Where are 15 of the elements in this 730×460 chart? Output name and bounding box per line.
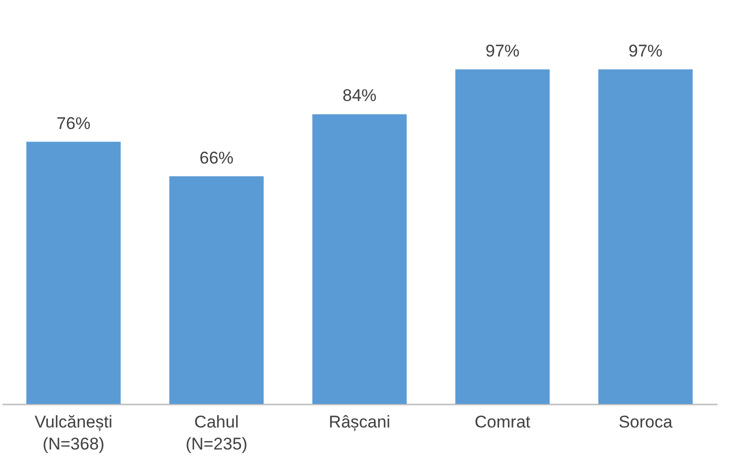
bar bbox=[312, 114, 407, 404]
x-tick-label: Vulcănești (N=368) bbox=[34, 412, 112, 454]
x-tick-label: Soroca bbox=[618, 412, 673, 432]
x-tick-label: Cahul (N=235) bbox=[186, 412, 248, 454]
bar bbox=[169, 176, 264, 404]
data-label: 76% bbox=[56, 114, 91, 133]
data-label: 97% bbox=[485, 41, 520, 60]
bar bbox=[26, 142, 121, 404]
x-tick-label: Comrat bbox=[474, 412, 531, 432]
x-tick-label: Râșcani bbox=[328, 412, 390, 432]
data-label: 84% bbox=[342, 86, 377, 106]
bar bbox=[455, 69, 550, 404]
data-label: 66% bbox=[199, 148, 234, 168]
data-label: 97% bbox=[628, 41, 663, 60]
bar bbox=[598, 69, 693, 404]
